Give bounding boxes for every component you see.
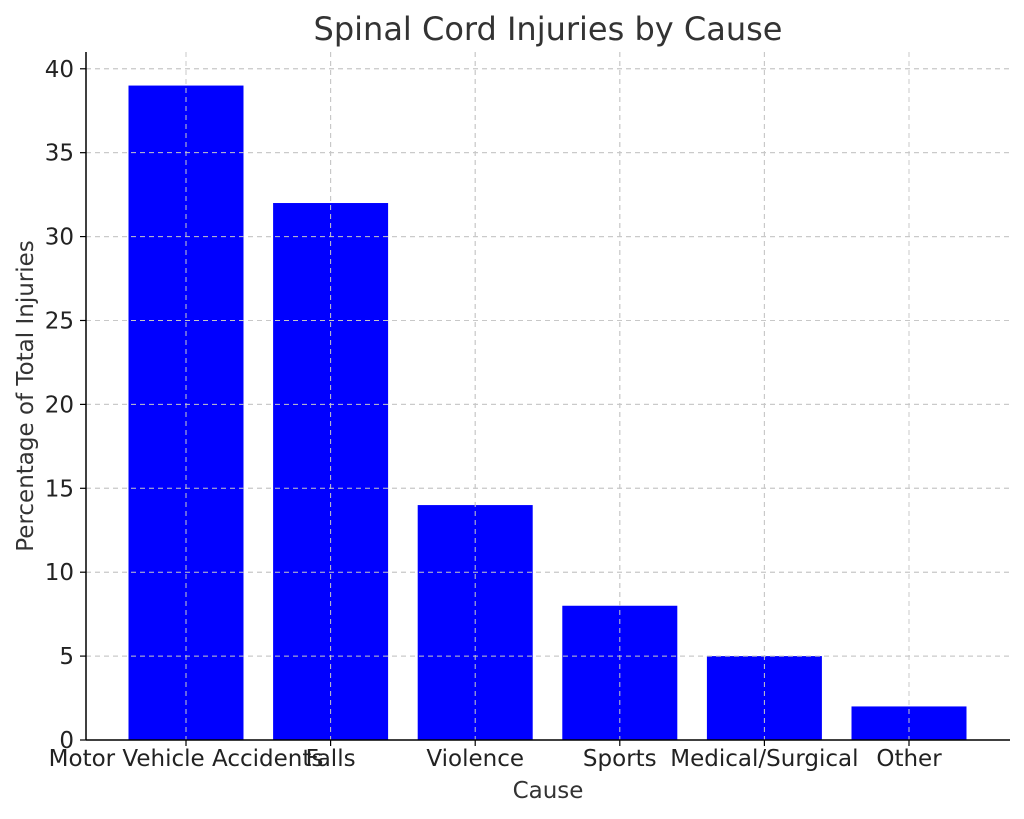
y-axis-label: Percentage of Total Injuries: [13, 240, 39, 552]
x-axis-label: Cause: [513, 778, 584, 804]
bar: [706, 656, 822, 740]
y-tick-label: 40: [45, 57, 74, 83]
y-tick-label: 25: [45, 308, 74, 334]
y-tick-label: 20: [45, 392, 74, 418]
y-tick-label: 30: [45, 225, 74, 251]
x-tick-label: Motor Vehicle Accidents: [49, 746, 324, 772]
x-tick-label: Other: [876, 746, 942, 772]
y-tick-label: 15: [45, 476, 74, 502]
axes: [85, 52, 1010, 741]
x-tick-label: Medical/Surgical: [670, 746, 858, 772]
x-tick-label: Violence: [426, 746, 524, 772]
y-tick-label: 5: [59, 644, 74, 670]
y-tick-label: 10: [45, 560, 74, 586]
x-tick-label: Sports: [583, 746, 657, 772]
chart-title: Spinal Cord Injuries by Cause: [314, 10, 783, 48]
y-tick-label: 0: [59, 728, 74, 754]
x-tick-label: Falls: [306, 746, 356, 772]
y-tick-label: 35: [45, 141, 74, 167]
y-ticks: 0 5 10 15 20 25 30 35 40: [45, 57, 86, 754]
bars: [128, 85, 967, 740]
